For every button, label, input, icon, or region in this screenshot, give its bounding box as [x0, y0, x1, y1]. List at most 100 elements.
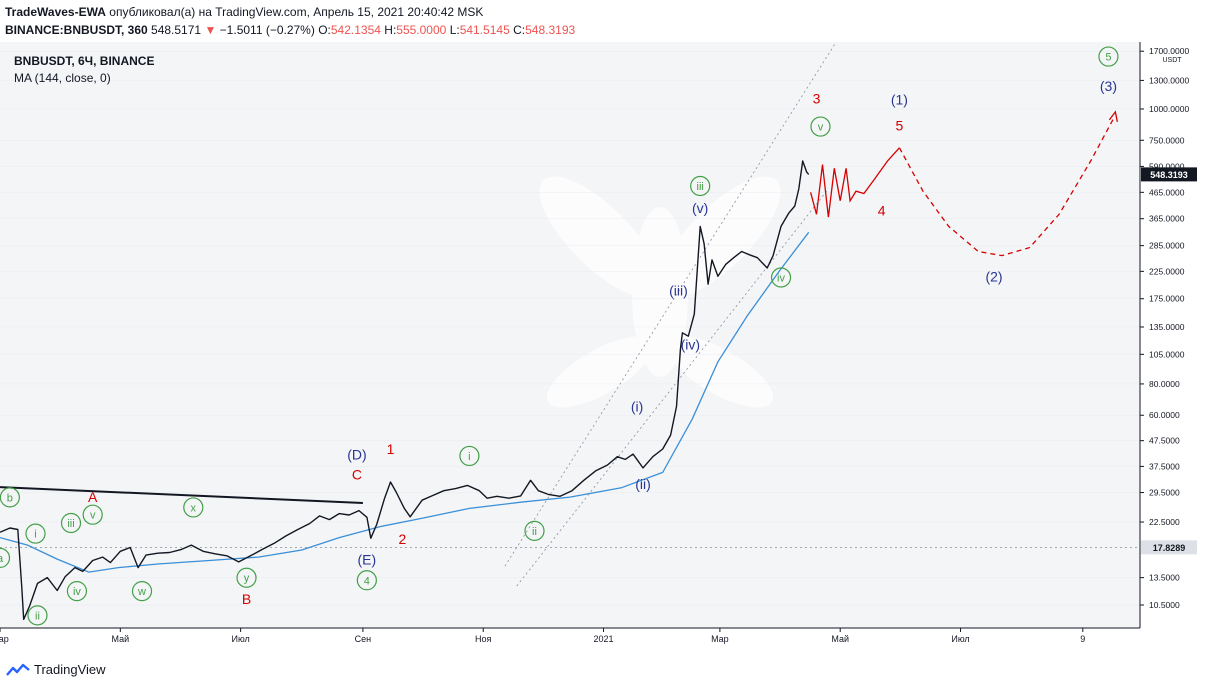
y-tick-label: 590.0000	[1149, 161, 1185, 171]
y-tick-label: 175.0000	[1149, 294, 1185, 304]
close-label: C:	[513, 23, 526, 37]
close-value: 548.3193	[525, 23, 576, 37]
wave-label-circle	[810, 116, 831, 137]
wave-labels: abiiiiiiivvAwxyB(D)C12(E)4iii(i)(ii)(iii…	[0, 46, 1119, 626]
projection-paths	[809, 110, 1118, 257]
legend-symbol: BNBUSDT, 6Ч, BINANCE	[14, 54, 154, 68]
price-change: −1.5011 (−0.27%)	[219, 23, 315, 37]
y-tick-label: 47.5000	[1149, 436, 1180, 446]
price-series	[0, 160, 810, 621]
y-tick-label: 37.5000	[1149, 461, 1180, 471]
wave-label: ii	[35, 610, 40, 622]
y-tick-label: 105.0000	[1149, 349, 1185, 359]
wave-label-circle	[0, 547, 11, 568]
low-label: L:	[449, 23, 460, 37]
y-axis-unit: USDT	[1162, 57, 1182, 64]
wave-label-circle	[236, 567, 257, 588]
last-price: 548.5171	[151, 23, 202, 37]
projection-dashed-path	[898, 116, 1115, 257]
grid	[0, 50, 1140, 606]
x-tick-label: Ноя	[475, 634, 492, 644]
x-tick-label: Сен	[355, 634, 372, 644]
price-line	[0, 160, 810, 621]
wave-label: ii	[532, 526, 537, 538]
y-tick-label: 465.0000	[1149, 187, 1185, 197]
ma-line	[0, 231, 810, 573]
wave-label: 1	[387, 441, 395, 457]
x-axis[interactable]: Мар Май Июл Сен Ноя 2021 Мар Май Июл 9	[0, 628, 1085, 644]
wave-label: 2	[398, 531, 406, 547]
wave-label-circle	[60, 512, 82, 534]
ma-144-line	[0, 231, 810, 573]
footer-brand-text: TradingView	[34, 662, 106, 677]
trendlines	[0, 42, 1140, 587]
wave-label: (E)	[358, 552, 377, 568]
triangle-top-line	[0, 486, 363, 504]
y-tick-label: 60.0000	[1149, 410, 1180, 420]
x-tick-label: Июл	[951, 634, 969, 644]
last-price-label-bg	[1141, 167, 1197, 182]
projection-solid-path	[809, 147, 900, 218]
y-tick-label: 10.5000	[1149, 600, 1180, 610]
wave-label-circle	[770, 267, 792, 288]
channel-lower-dotted	[516, 188, 829, 587]
wave-label-circle	[0, 487, 20, 508]
x-tick-label: Май	[111, 634, 129, 644]
level-price-label: 17.8289	[1153, 543, 1186, 553]
x-tick-label: Мар	[711, 634, 729, 644]
wave-label-circle	[459, 445, 480, 467]
wave-label: (iv)	[681, 336, 700, 352]
wave-label: B	[242, 591, 251, 607]
y-axis[interactable]: 1700.0000 1300.0000 1000.0000 750.0000 590.0…	[1140, 46, 1197, 610]
wave-label: a	[0, 553, 4, 565]
wave-label: 5	[895, 118, 903, 134]
y-tick-label: 365.0000	[1149, 214, 1185, 224]
y-tick-label: 29.5000	[1149, 488, 1180, 498]
wave-label-circle	[131, 580, 153, 602]
wave-label: (v)	[692, 200, 708, 216]
wave-label: b	[7, 492, 13, 504]
wave-label-circle	[82, 504, 103, 525]
x-tick-label: Мар	[0, 634, 9, 644]
wave-label: 4	[878, 203, 886, 219]
wave-label: C	[352, 466, 362, 482]
y-tick-label: 285.0000	[1149, 241, 1185, 251]
wave-label: x	[191, 502, 197, 514]
low-value: 541.5145	[459, 23, 510, 37]
high-label: H:	[384, 23, 397, 37]
wave-label: (2)	[985, 268, 1002, 284]
wave-label: i	[34, 529, 36, 541]
price-chart[interactable]: abiiiiiiivvAwxyB(D)C12(E)4iii(i)(ii)(iii…	[0, 42, 1212, 650]
wave-label: (iii)	[669, 283, 688, 299]
wave-label-circle	[524, 520, 545, 541]
high-value: 555.0000	[396, 23, 447, 37]
down-arrow-icon: ▼	[204, 23, 217, 37]
open-value: 542.1354	[330, 23, 381, 37]
wave-label: (ii)	[635, 476, 651, 492]
open-label: O:	[318, 23, 331, 37]
wave-label-circle	[27, 605, 48, 626]
wave-label: iii	[697, 181, 704, 193]
last-price-label: 548.3193	[1150, 170, 1188, 180]
x-tick-label: 9	[1080, 634, 1085, 644]
wave-label: v	[818, 122, 824, 134]
footer-brand[interactable]: TradingView	[6, 662, 106, 677]
legend-indicator: MA (144, close, 0)	[14, 71, 111, 85]
x-tick-label: 2021	[594, 634, 614, 644]
author-name: TradeWaves-EWA	[5, 5, 106, 19]
legend: BNBUSDT, 6Ч, BINANCE MA (144, close, 0)	[14, 54, 154, 85]
y-tick-label: 22.5000	[1149, 517, 1180, 527]
wave-label: (i)	[631, 399, 643, 415]
y-tick-label: 80.0000	[1149, 379, 1180, 389]
y-tick-label: 1000.0000	[1149, 104, 1189, 114]
projection-arrowhead	[1108, 110, 1118, 122]
y-tick-label: 135.0000	[1149, 322, 1185, 332]
y-tick-label: 13.5000	[1149, 573, 1180, 583]
wave-label-circle	[356, 570, 377, 591]
symbol-line: BINANCE:BNBUSDT, 360	[5, 23, 148, 37]
wave-label: 4	[364, 575, 370, 587]
wave-label: iv	[777, 272, 785, 284]
wave-label: 5	[1105, 52, 1111, 64]
wave-label-circle	[183, 497, 204, 518]
y-tick-label: 750.0000	[1149, 135, 1185, 145]
